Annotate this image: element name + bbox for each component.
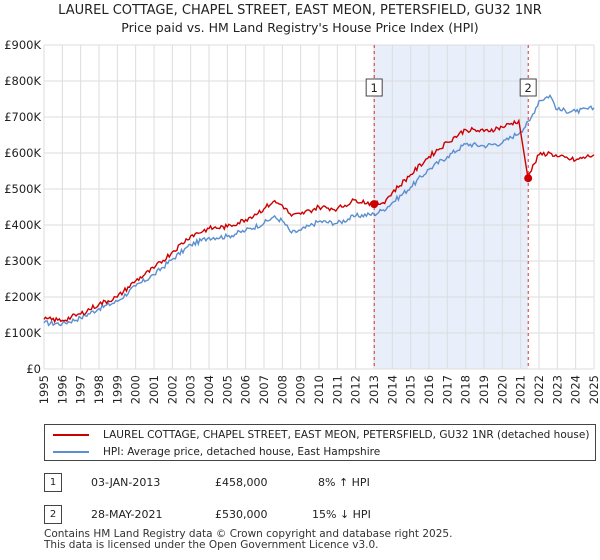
sale-1-point[interactable] (370, 200, 379, 209)
y-tick-label: £500K (4, 182, 41, 196)
x-tick-label: 2020 (495, 375, 509, 404)
x-tick-label: 2001 (147, 375, 161, 404)
x-tick-label: 2009 (294, 375, 308, 404)
sale-1-label-box: 1 (365, 78, 383, 97)
x-tick-label: 2011 (330, 375, 344, 404)
x-tick-label: 2021 (514, 375, 528, 404)
sale-row-1-price: £458,000 (215, 476, 268, 489)
sale-row-1-change: 8% ↑ HPI (318, 476, 370, 489)
sale-row-1-date: 03-JAN-2013 (91, 476, 161, 489)
x-tick-label: 2010 (312, 375, 326, 404)
legend-item-property: LAUREL COTTAGE, CHAPEL STREET, EAST MEON… (53, 427, 589, 443)
grid-lines-overlay (43, 44, 595, 370)
sale-1-label: 1 (371, 81, 378, 95)
x-tick-label: 2023 (550, 375, 564, 404)
y-tick-label: £0 (26, 362, 41, 376)
x-axis-ticks: 1995 1996 1997 1998 1999 2000 2001 2002 2003 2004… (37, 375, 600, 404)
y-tick-label: £600K (4, 146, 41, 160)
sale-row-2-price: £530,000 (215, 508, 268, 521)
x-tick-label: 2003 (184, 375, 198, 404)
hpi-series-line (43, 94, 595, 327)
x-tick-label: 1995 (37, 375, 51, 404)
sale-row-2-date: 28-MAY-2021 (91, 508, 163, 521)
shaded-period (374, 45, 528, 369)
y-tick-label: £100K (4, 326, 41, 340)
x-tick-label: 1997 (74, 375, 88, 404)
x-tick-label: 2018 (459, 375, 473, 404)
x-tick-label: 2008 (275, 375, 289, 404)
chart-subtitle: Price paid vs. HM Land Registry's House … (121, 20, 479, 35)
x-tick-label: 2005 (220, 375, 234, 404)
x-tick-label: 2004 (202, 375, 216, 404)
x-tick-label: 1996 (55, 375, 69, 404)
x-tick-label: 2006 (239, 375, 253, 404)
sale-2-label-box: 2 (519, 78, 537, 97)
sale-row-2-badge: 2 (44, 505, 62, 524)
x-tick-label: 2017 (440, 375, 454, 404)
y-tick-label: £400K (4, 218, 41, 232)
x-tick-label: 2014 (385, 375, 399, 404)
y-tick-label: £900K (4, 38, 41, 52)
y-tick-label: £700K (4, 110, 41, 124)
chart-title: LAUREL COTTAGE, CHAPEL STREET, EAST MEON… (58, 3, 542, 18)
y-tick-label: £800K (4, 74, 41, 88)
x-tick-label: 2024 (569, 375, 583, 404)
property-series-line (43, 118, 595, 324)
x-tick-label: 2022 (532, 375, 546, 404)
footer: Contains HM Land Registry data © Crown c… (44, 529, 452, 551)
legend-item-hpi: HPI: Average price, detached house, East… (53, 444, 380, 460)
x-tick-label: 2002 (165, 375, 179, 404)
x-tick-label: 2016 (422, 375, 436, 404)
y-tick-label: £300K (4, 254, 41, 268)
x-tick-label: 2013 (367, 375, 381, 404)
legend-label-hpi: HPI: Average price, detached house, East… (103, 446, 381, 458)
x-tick-label: 2012 (349, 375, 363, 404)
sale-row-2-change: 15% ↓ HPI (312, 508, 371, 521)
sale-2-point[interactable] (524, 174, 533, 183)
x-tick-label: 1999 (110, 375, 124, 404)
x-tick-label: 2000 (129, 375, 143, 404)
legend-swatch-property (53, 434, 89, 436)
footer-line-2: This data is licensed under the Open Gov… (44, 539, 379, 551)
x-tick-label: 2015 (404, 375, 418, 404)
x-tick-label: 2019 (477, 375, 491, 404)
x-tick-label: 2025 (587, 375, 600, 404)
price-chart: 1 2 £0 £100K £200K £300K £400K £500K £600K £700… (4, 38, 600, 404)
legend-label-property: LAUREL COTTAGE, CHAPEL STREET, EAST MEON… (103, 429, 590, 441)
footer-line-1: Contains HM Land Registry data © Crown c… (44, 528, 453, 540)
y-tick-label: £200K (4, 290, 41, 304)
x-tick-label: 2007 (257, 375, 271, 404)
sale-2-label: 2 (525, 81, 532, 95)
sale-row-1-badge: 1 (44, 473, 62, 492)
legend: LAUREL COTTAGE, CHAPEL STREET, EAST MEON… (44, 424, 596, 461)
x-tick-label: 1998 (92, 375, 106, 404)
legend-swatch-hpi (53, 451, 89, 453)
y-axis-ticks: £0 £100K £200K £300K £400K £500K £600K £700K £80… (4, 38, 41, 376)
